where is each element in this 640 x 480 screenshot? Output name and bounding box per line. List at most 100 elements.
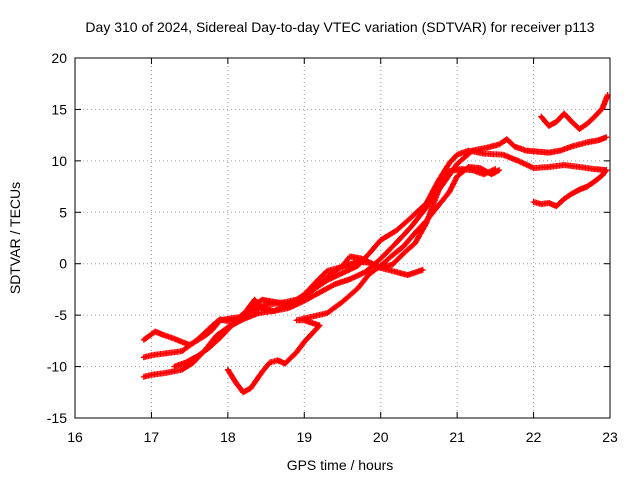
- data-point: [448, 190, 451, 193]
- data-point: [562, 163, 566, 167]
- data-point: [605, 136, 608, 139]
- data-point: [348, 255, 352, 258]
- series-track-f: [538, 92, 611, 132]
- data-point: [547, 165, 551, 169]
- data-point: [219, 336, 222, 339]
- data-point: [261, 370, 264, 373]
- data-point: [585, 141, 589, 144]
- data-point: [318, 324, 321, 327]
- data-point: [570, 120, 573, 124]
- data-point: [578, 127, 581, 131]
- chart-title: Day 310 of 2024, Sidereal Day-to-day VTE…: [85, 19, 594, 35]
- data-point: [413, 241, 417, 245]
- data-point: [585, 122, 589, 126]
- data-point: [203, 334, 207, 337]
- data-point: [601, 174, 604, 177]
- x-tick-label: 21: [449, 429, 465, 445]
- x-tick-label: 17: [144, 429, 160, 445]
- data-point: [341, 271, 344, 275]
- data-point: [562, 197, 566, 201]
- data-point: [348, 277, 352, 281]
- data-point: [402, 245, 405, 248]
- data-point: [547, 151, 551, 154]
- data-point: [161, 333, 165, 336]
- data-point: [326, 269, 329, 273]
- data-point: [436, 180, 440, 183]
- data-point: [394, 241, 398, 245]
- series-track-d: [171, 166, 499, 370]
- data-point: [314, 281, 317, 284]
- data-point: [230, 324, 233, 327]
- data-point: [276, 359, 279, 362]
- data-point: [467, 149, 470, 152]
- data-point: [303, 293, 306, 296]
- series-track-e: [224, 164, 503, 396]
- data-point: [165, 371, 168, 374]
- data-point: [295, 319, 298, 322]
- data-point: [249, 387, 252, 390]
- data-point: [455, 153, 459, 156]
- y-tick-label: -10: [47, 359, 67, 375]
- data-point: [505, 138, 508, 141]
- x-tick-label: 22: [526, 429, 542, 445]
- x-tick-label: 20: [373, 429, 389, 445]
- data-point: [261, 306, 264, 310]
- data-point: [379, 257, 382, 260]
- data-point: [341, 265, 344, 268]
- data-point: [329, 272, 333, 276]
- data-point: [326, 311, 329, 315]
- data-point: [264, 303, 268, 307]
- data-point: [593, 167, 596, 171]
- data-point: [482, 173, 486, 176]
- data-point: [410, 225, 413, 228]
- data-point: [165, 352, 168, 355]
- data-point: [368, 252, 371, 255]
- data-point: [368, 261, 371, 264]
- data-point: [184, 361, 187, 364]
- data-point: [257, 311, 260, 315]
- data-point: [524, 149, 528, 152]
- data-point: [536, 150, 539, 153]
- data-point: [605, 168, 608, 172]
- x-axis-label: GPS time / hours: [287, 457, 394, 473]
- data-point: [562, 112, 566, 115]
- data-point: [570, 145, 573, 148]
- data-point: [478, 166, 482, 170]
- data-point: [455, 175, 459, 178]
- data-point: [606, 93, 609, 97]
- data-point: [559, 149, 562, 152]
- data-point: [318, 283, 321, 286]
- data-point: [253, 298, 256, 301]
- data-point: [498, 143, 501, 146]
- x-tick-label: 18: [220, 429, 236, 445]
- data-point: [555, 204, 558, 208]
- data-point: [379, 264, 382, 267]
- data-point: [482, 152, 486, 155]
- data-point: [517, 159, 520, 163]
- axis-ticks: 16 17 18 19 20 21 22 23 -15 -10 -5 0 5 10 15 20: [47, 50, 618, 445]
- data-point: [498, 168, 501, 172]
- data-point: [219, 319, 222, 322]
- data-point: [173, 365, 176, 368]
- data-point: [597, 139, 600, 142]
- y-tick-label: 15: [51, 101, 67, 117]
- data-point: [540, 202, 543, 206]
- data-point: [601, 107, 604, 110]
- data-point: [368, 272, 371, 276]
- data-point: [150, 373, 153, 376]
- data-point: [448, 161, 451, 165]
- data-point: [268, 361, 272, 364]
- data-point: [379, 238, 382, 242]
- data-point: [394, 229, 398, 232]
- data-point: [215, 334, 218, 337]
- data-point: [570, 192, 573, 195]
- data-point: [207, 346, 210, 350]
- data-series: [140, 92, 611, 396]
- x-tick-label: 23: [602, 429, 618, 445]
- data-point: [241, 391, 245, 394]
- data-point: [532, 200, 535, 204]
- y-tick-label: 10: [51, 153, 67, 169]
- data-point: [406, 273, 409, 277]
- data-point: [410, 216, 413, 219]
